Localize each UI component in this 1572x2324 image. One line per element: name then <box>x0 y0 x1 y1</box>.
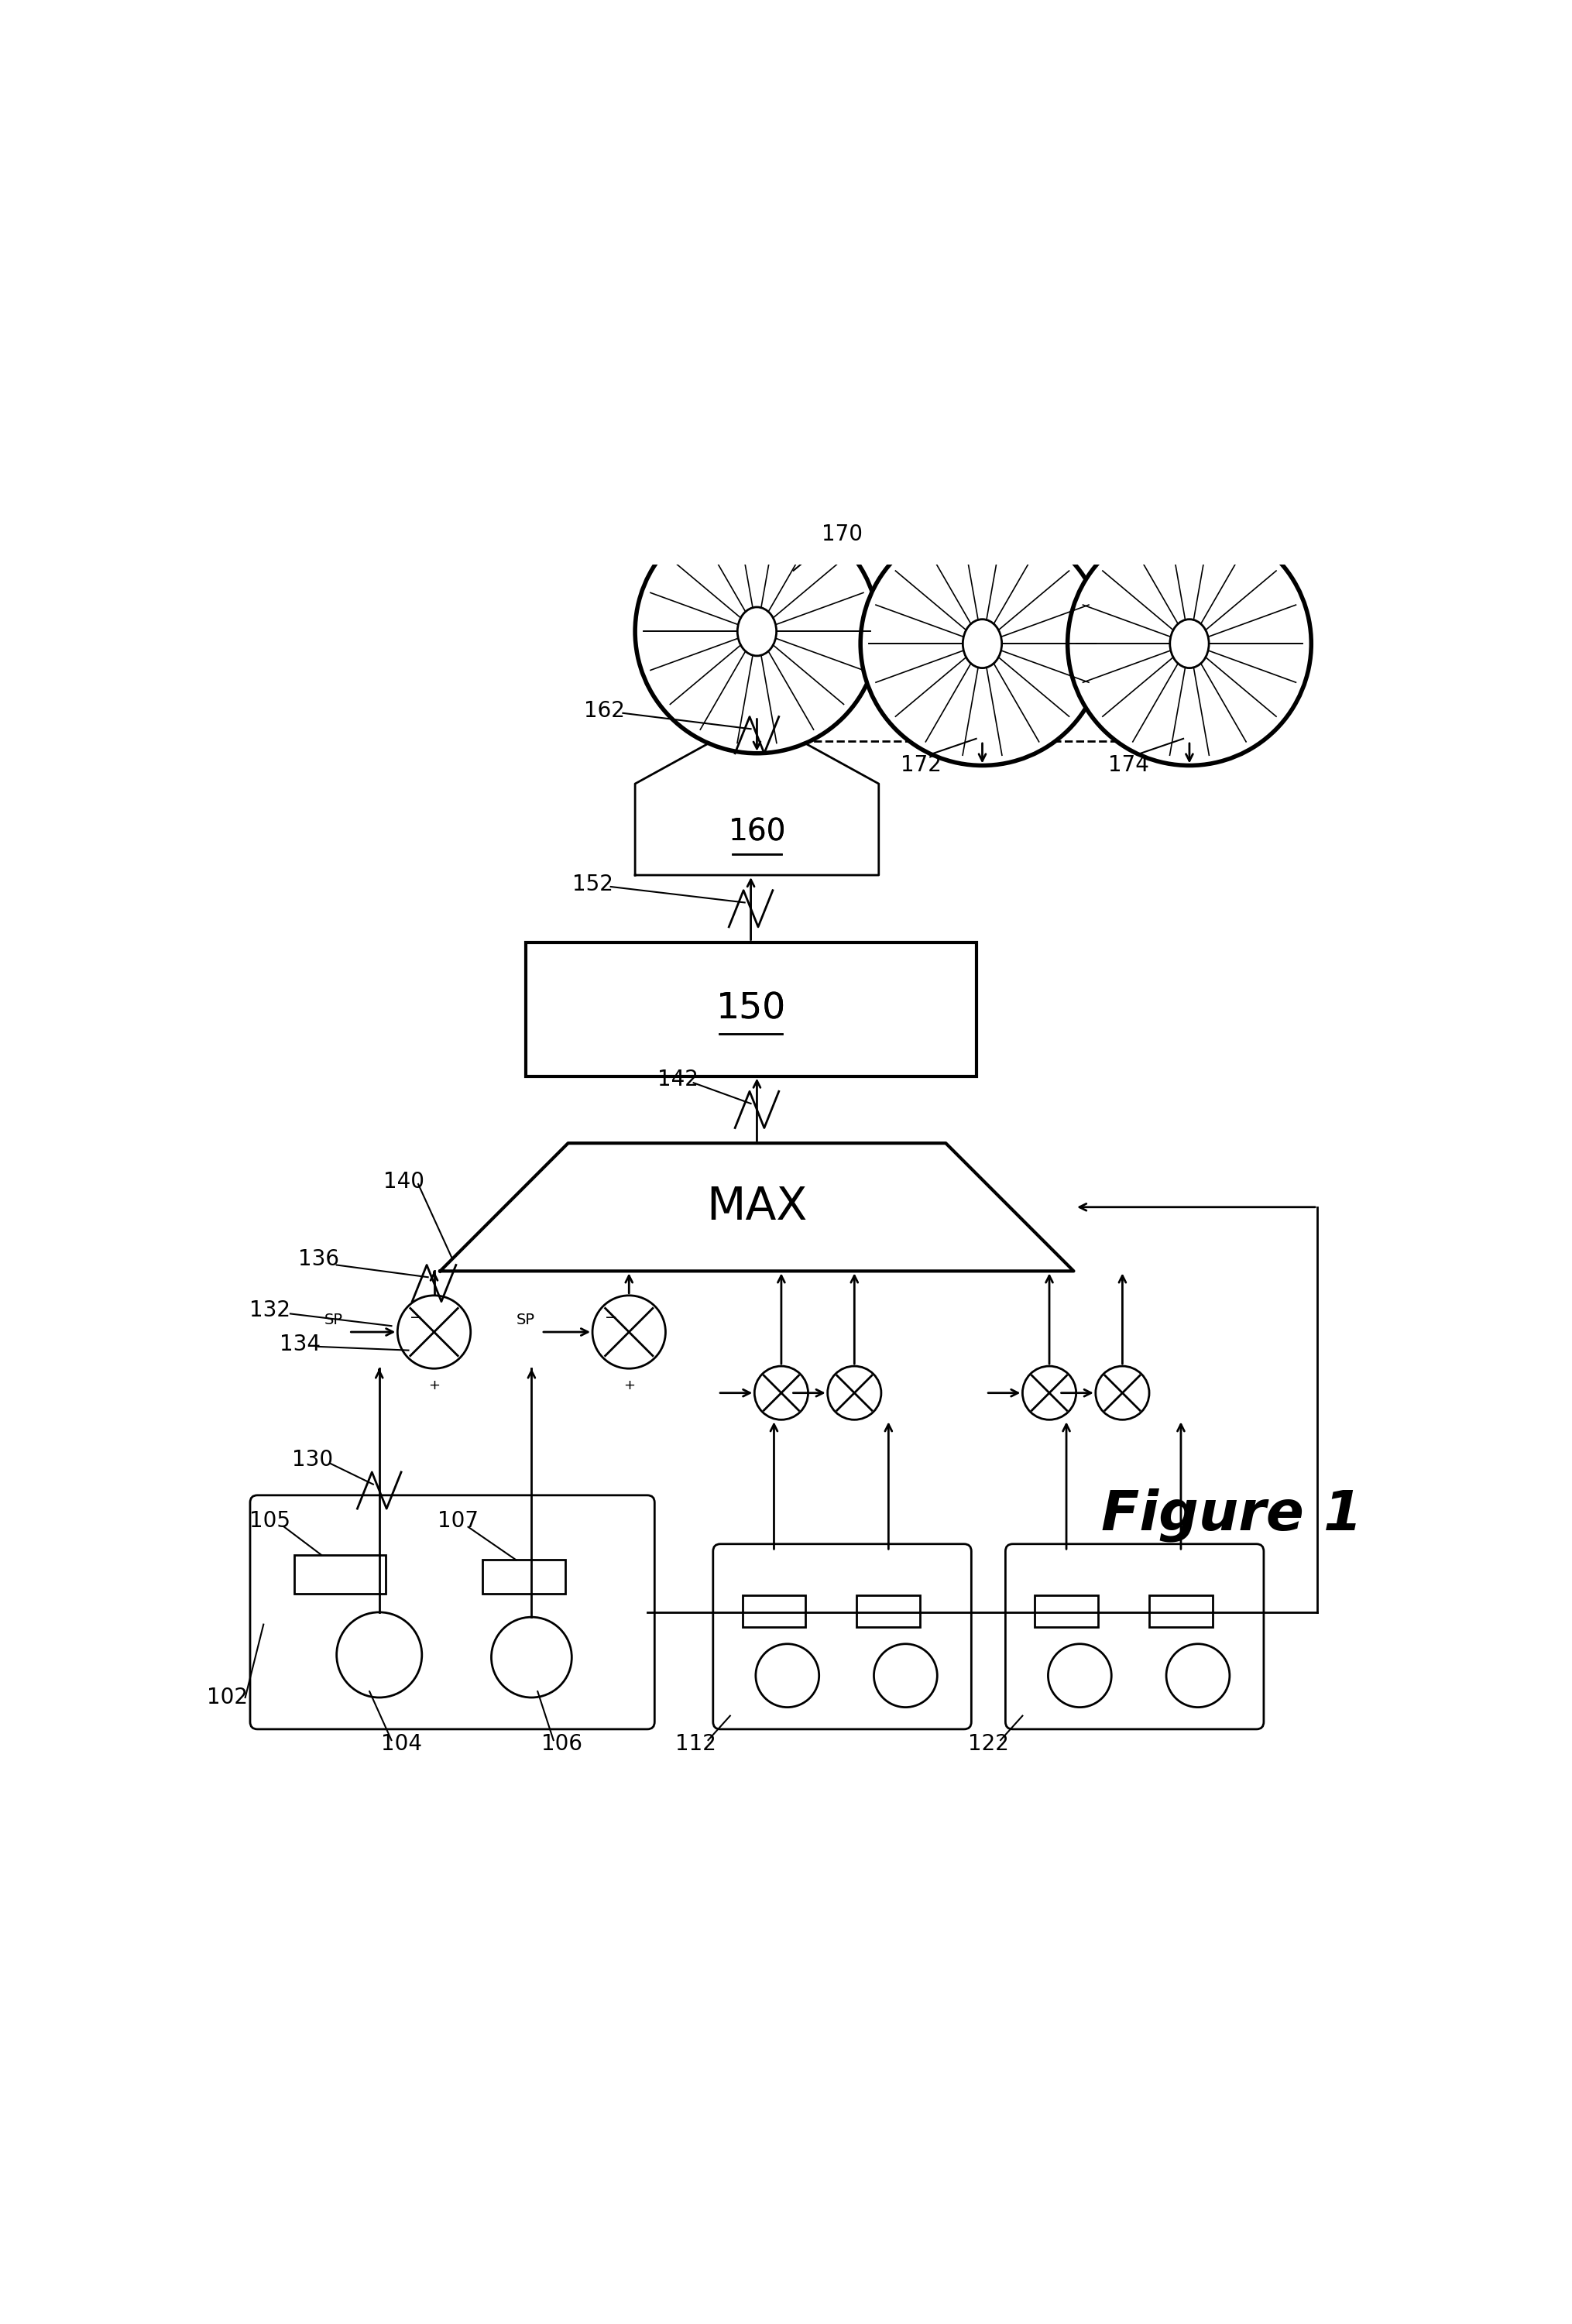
Circle shape <box>1049 1643 1111 1708</box>
Circle shape <box>635 509 879 753</box>
Circle shape <box>874 1643 937 1708</box>
Ellipse shape <box>1170 618 1209 667</box>
FancyBboxPatch shape <box>1006 1543 1264 1729</box>
Text: 134: 134 <box>280 1334 321 1355</box>
Text: Figure 1: Figure 1 <box>1102 1487 1363 1541</box>
Text: 160: 160 <box>728 818 786 846</box>
Text: 172: 172 <box>901 755 942 776</box>
Text: 174: 174 <box>1108 755 1149 776</box>
Text: 112: 112 <box>676 1734 717 1755</box>
Circle shape <box>1096 1367 1149 1420</box>
Bar <box>525 941 976 1076</box>
Bar <box>483 1559 566 1594</box>
Text: 132: 132 <box>248 1299 291 1320</box>
Text: 122: 122 <box>968 1734 1009 1755</box>
Text: 142: 142 <box>657 1069 698 1090</box>
Text: SP: SP <box>517 1313 534 1327</box>
Bar <box>742 1594 805 1627</box>
Circle shape <box>398 1294 470 1369</box>
Circle shape <box>756 1643 819 1708</box>
Text: 150: 150 <box>715 992 786 1027</box>
Text: −: − <box>409 1311 423 1325</box>
Text: 104: 104 <box>380 1734 421 1755</box>
Text: 162: 162 <box>585 700 626 720</box>
Circle shape <box>593 1294 665 1369</box>
FancyBboxPatch shape <box>714 1543 971 1729</box>
Bar <box>1034 1594 1097 1627</box>
Polygon shape <box>440 1143 1074 1271</box>
Bar <box>1149 1594 1212 1627</box>
Circle shape <box>1166 1643 1229 1708</box>
Bar <box>857 1594 920 1627</box>
Text: −: − <box>604 1311 618 1325</box>
Text: 152: 152 <box>572 874 613 895</box>
Circle shape <box>1067 523 1311 765</box>
Text: 130: 130 <box>292 1450 333 1471</box>
Text: +: + <box>428 1378 440 1392</box>
Circle shape <box>755 1367 808 1420</box>
Ellipse shape <box>962 618 1001 667</box>
Ellipse shape <box>737 607 777 655</box>
Text: 102: 102 <box>206 1687 247 1708</box>
Text: 140: 140 <box>384 1171 424 1192</box>
Polygon shape <box>635 716 879 876</box>
Text: 136: 136 <box>297 1248 340 1269</box>
Text: 170: 170 <box>822 523 863 544</box>
Text: +: + <box>623 1378 635 1392</box>
Text: 107: 107 <box>439 1511 479 1532</box>
Text: 160: 160 <box>728 818 786 846</box>
Bar <box>294 1555 385 1594</box>
Text: 106: 106 <box>541 1734 583 1755</box>
FancyBboxPatch shape <box>250 1494 654 1729</box>
Circle shape <box>1022 1367 1077 1420</box>
Circle shape <box>492 1618 572 1697</box>
Circle shape <box>860 523 1104 765</box>
Text: 150: 150 <box>715 992 786 1027</box>
Text: 105: 105 <box>248 1511 291 1532</box>
Circle shape <box>827 1367 882 1420</box>
Text: MAX: MAX <box>706 1185 808 1229</box>
Text: SP: SP <box>324 1313 343 1327</box>
Circle shape <box>336 1613 421 1697</box>
